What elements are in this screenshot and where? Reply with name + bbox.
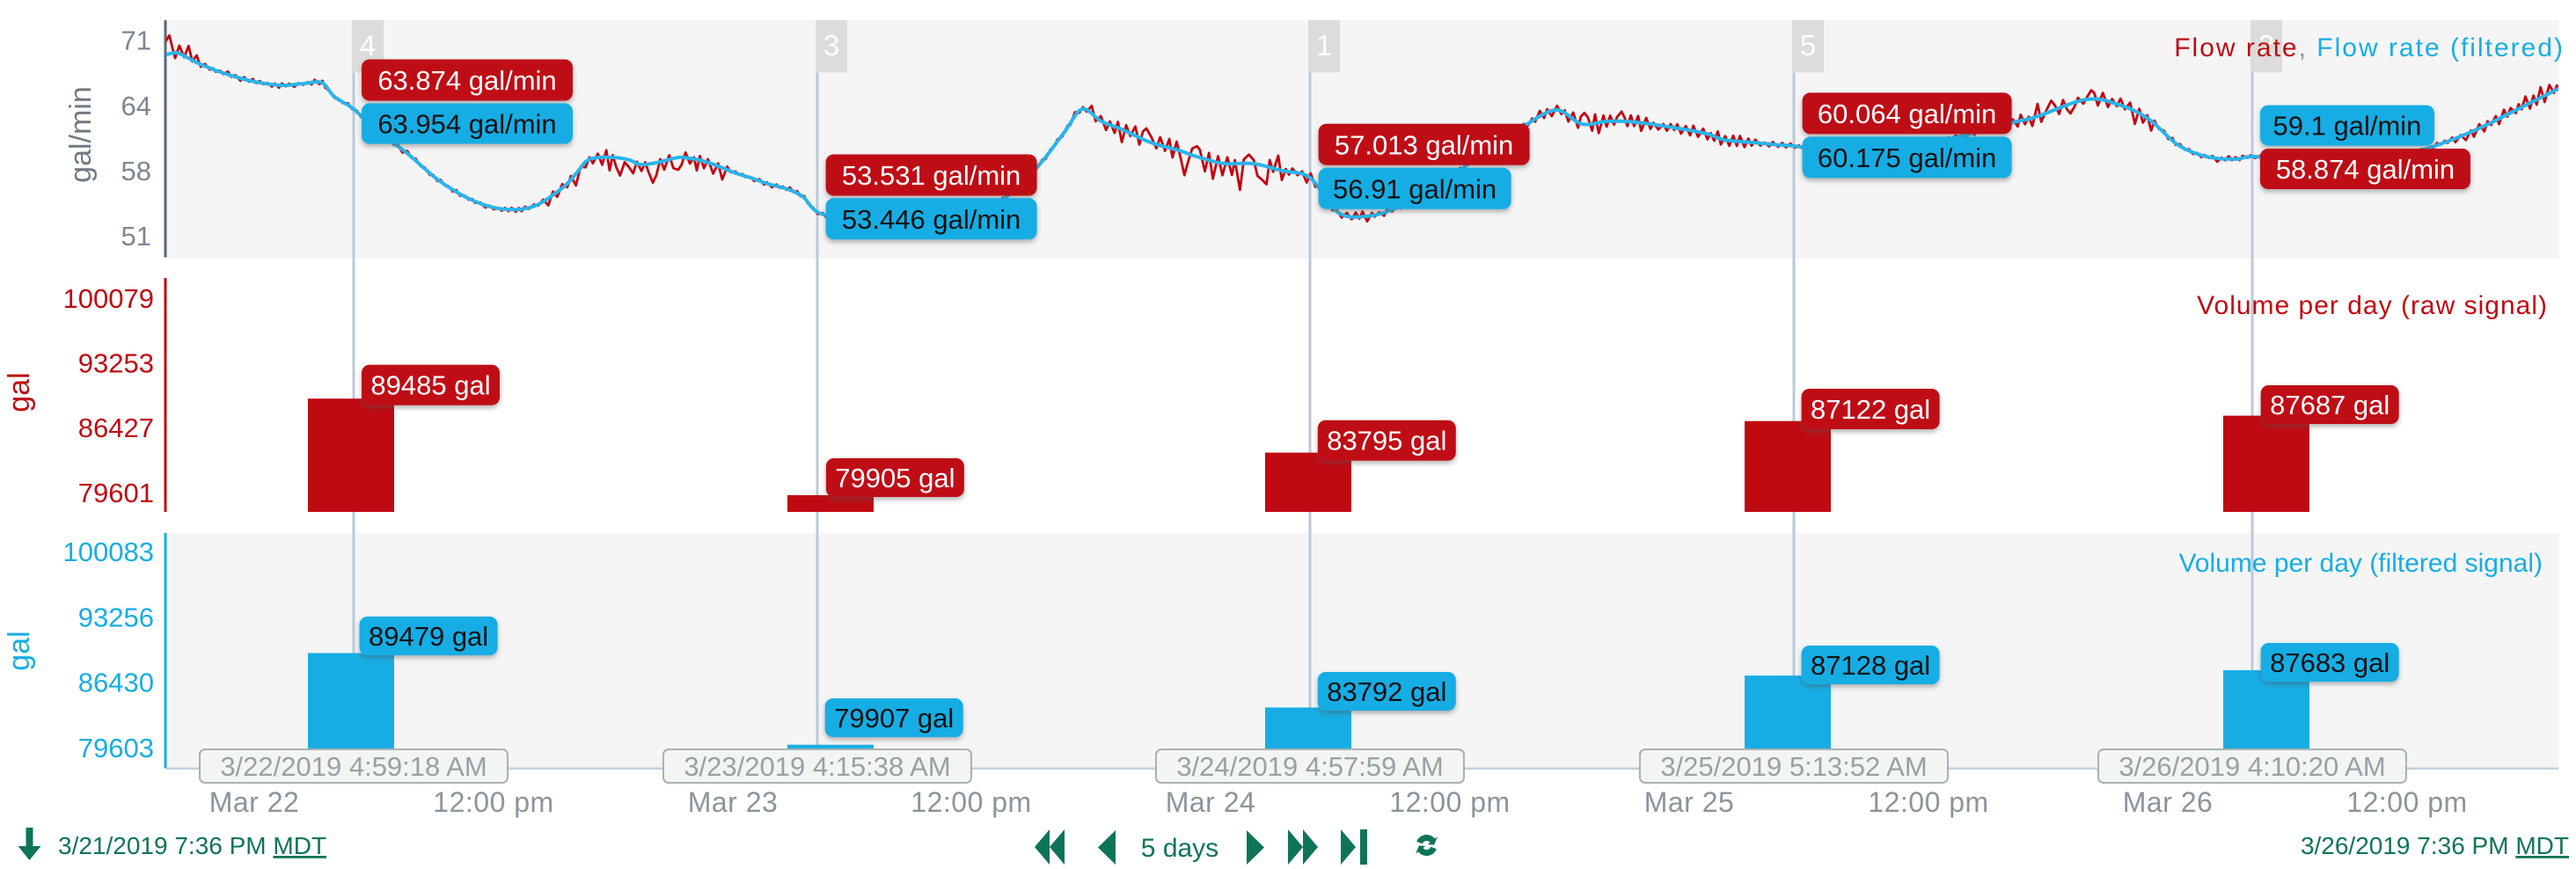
- svg-text:Mar 24: Mar 24: [1166, 786, 1256, 818]
- svg-text:57.013 gal/min: 57.013 gal/min: [1335, 129, 1513, 160]
- svg-text:3: 3: [823, 29, 839, 62]
- svg-text:87683 gal: 87683 gal: [2270, 647, 2389, 678]
- svg-text:gal: gal: [3, 631, 36, 670]
- svg-text:89479 gal: 89479 gal: [369, 621, 488, 652]
- svg-text:Mar 22: Mar 22: [209, 786, 300, 818]
- svg-text:86427: 86427: [78, 413, 154, 443]
- svg-text:Flow rate, Flow rate (filtered: Flow rate, Flow rate (filtered): [2174, 33, 2565, 62]
- svg-text:71: 71: [121, 26, 151, 56]
- svg-text:53.531 gal/min: 53.531 gal/min: [842, 160, 1021, 191]
- svg-text:3/24/2019 4:57:59 AM: 3/24/2019 4:57:59 AM: [1176, 751, 1443, 782]
- svg-text:3/26/2019 7:36 PM MDT: 3/26/2019 7:36 PM MDT: [2301, 832, 2569, 859]
- svg-text:60.064 gal/min: 60.064 gal/min: [1818, 99, 1996, 129]
- svg-text:51: 51: [121, 221, 151, 252]
- svg-text:3/23/2019 4:15:38 AM: 3/23/2019 4:15:38 AM: [684, 751, 950, 782]
- svg-text:5: 5: [1800, 29, 1816, 62]
- svg-text:4: 4: [360, 29, 376, 62]
- svg-text:12:00 pm: 12:00 pm: [2346, 786, 2467, 818]
- svg-text:83792 gal: 83792 gal: [1327, 676, 1446, 707]
- svg-text:56.91 gal/min: 56.91 gal/min: [1333, 173, 1497, 204]
- svg-text:93253: 93253: [78, 348, 154, 379]
- svg-text:60.175 gal/min: 60.175 gal/min: [1818, 142, 1996, 173]
- svg-text:12:00 pm: 12:00 pm: [1868, 786, 1988, 818]
- svg-text:1: 1: [1316, 29, 1332, 62]
- svg-text:12:00 pm: 12:00 pm: [911, 786, 1031, 818]
- svg-text:83795 gal: 83795 gal: [1327, 426, 1446, 456]
- svg-text:59.1 gal/min: 59.1 gal/min: [2273, 111, 2422, 142]
- svg-text:93256: 93256: [78, 602, 154, 632]
- svg-text:gal/min: gal/min: [64, 86, 98, 183]
- svg-text:5 days: 5 days: [1141, 834, 1218, 863]
- svg-text:87687 gal: 87687 gal: [2270, 390, 2389, 420]
- svg-text:100083: 100083: [63, 537, 154, 567]
- svg-text:79905 gal: 79905 gal: [835, 463, 955, 493]
- svg-text:2: 2: [2258, 29, 2274, 62]
- svg-text:89485 gal: 89485 gal: [370, 370, 490, 401]
- svg-text:63.954 gal/min: 63.954 gal/min: [377, 109, 556, 140]
- svg-text:3/25/2019 5:13:52 AM: 3/25/2019 5:13:52 AM: [1660, 751, 1927, 782]
- svg-text:Volume per day (filtered signa: Volume per day (filtered signal): [2178, 549, 2543, 578]
- svg-text:Volume per day (raw signal): Volume per day (raw signal): [2197, 291, 2548, 320]
- svg-text:100079: 100079: [63, 283, 154, 314]
- svg-text:gal: gal: [3, 372, 36, 412]
- svg-text:3/22/2019 4:59:18 AM: 3/22/2019 4:59:18 AM: [220, 751, 487, 782]
- svg-text:12:00 pm: 12:00 pm: [1389, 786, 1510, 818]
- svg-text:64: 64: [121, 91, 151, 121]
- svg-text:Mar 25: Mar 25: [1644, 786, 1735, 818]
- svg-text:3/21/2019 7:36 PM MDT: 3/21/2019 7:36 PM MDT: [58, 832, 326, 859]
- svg-text:58: 58: [121, 156, 151, 186]
- svg-text:63.874 gal/min: 63.874 gal/min: [377, 65, 556, 96]
- svg-text:86430: 86430: [78, 668, 154, 698]
- svg-text:87128 gal: 87128 gal: [1811, 650, 1930, 681]
- svg-text:87122 gal: 87122 gal: [1811, 394, 1930, 425]
- svg-text:79907 gal: 79907 gal: [834, 703, 954, 734]
- svg-text:53.446 gal/min: 53.446 gal/min: [842, 204, 1021, 235]
- svg-text:12:00 pm: 12:00 pm: [433, 786, 553, 818]
- svg-text:3/26/2019 4:10:20 AM: 3/26/2019 4:10:20 AM: [2119, 751, 2385, 782]
- svg-text:58.874 gal/min: 58.874 gal/min: [2276, 154, 2455, 185]
- svg-text:Mar 26: Mar 26: [2123, 786, 2214, 818]
- svg-text:Mar 23: Mar 23: [688, 786, 779, 818]
- svg-text:79603: 79603: [78, 733, 154, 763]
- svg-text:79601: 79601: [78, 478, 154, 508]
